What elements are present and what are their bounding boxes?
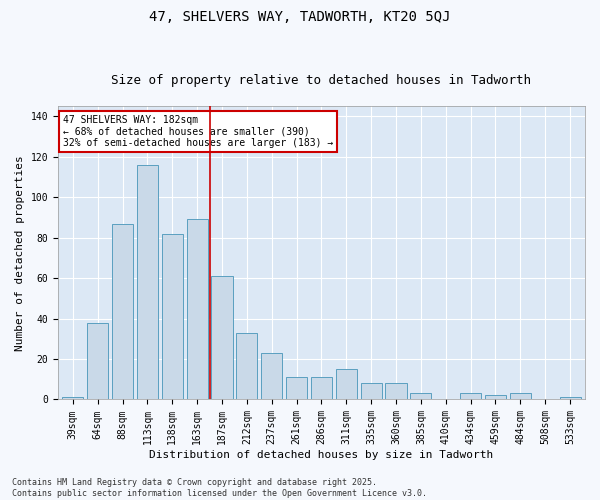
- Bar: [87, 322, 108, 400]
- Bar: [137, 165, 158, 400]
- Bar: [62, 398, 83, 400]
- Bar: [410, 394, 431, 400]
- Bar: [187, 220, 208, 400]
- Bar: [211, 276, 233, 400]
- Bar: [460, 394, 481, 400]
- Bar: [560, 398, 581, 400]
- Bar: [236, 332, 257, 400]
- X-axis label: Distribution of detached houses by size in Tadworth: Distribution of detached houses by size …: [149, 450, 494, 460]
- Bar: [311, 377, 332, 400]
- Text: Contains HM Land Registry data © Crown copyright and database right 2025.
Contai: Contains HM Land Registry data © Crown c…: [12, 478, 427, 498]
- Bar: [162, 234, 183, 400]
- Bar: [112, 224, 133, 400]
- Bar: [485, 396, 506, 400]
- Bar: [361, 384, 382, 400]
- Bar: [261, 353, 282, 400]
- Bar: [336, 369, 357, 400]
- Bar: [286, 377, 307, 400]
- Text: 47 SHELVERS WAY: 182sqm
← 68% of detached houses are smaller (390)
32% of semi-d: 47 SHELVERS WAY: 182sqm ← 68% of detache…: [63, 115, 334, 148]
- Bar: [510, 394, 531, 400]
- Y-axis label: Number of detached properties: Number of detached properties: [15, 155, 25, 350]
- Bar: [385, 384, 407, 400]
- Title: Size of property relative to detached houses in Tadworth: Size of property relative to detached ho…: [112, 74, 532, 87]
- Text: 47, SHELVERS WAY, TADWORTH, KT20 5QJ: 47, SHELVERS WAY, TADWORTH, KT20 5QJ: [149, 10, 451, 24]
